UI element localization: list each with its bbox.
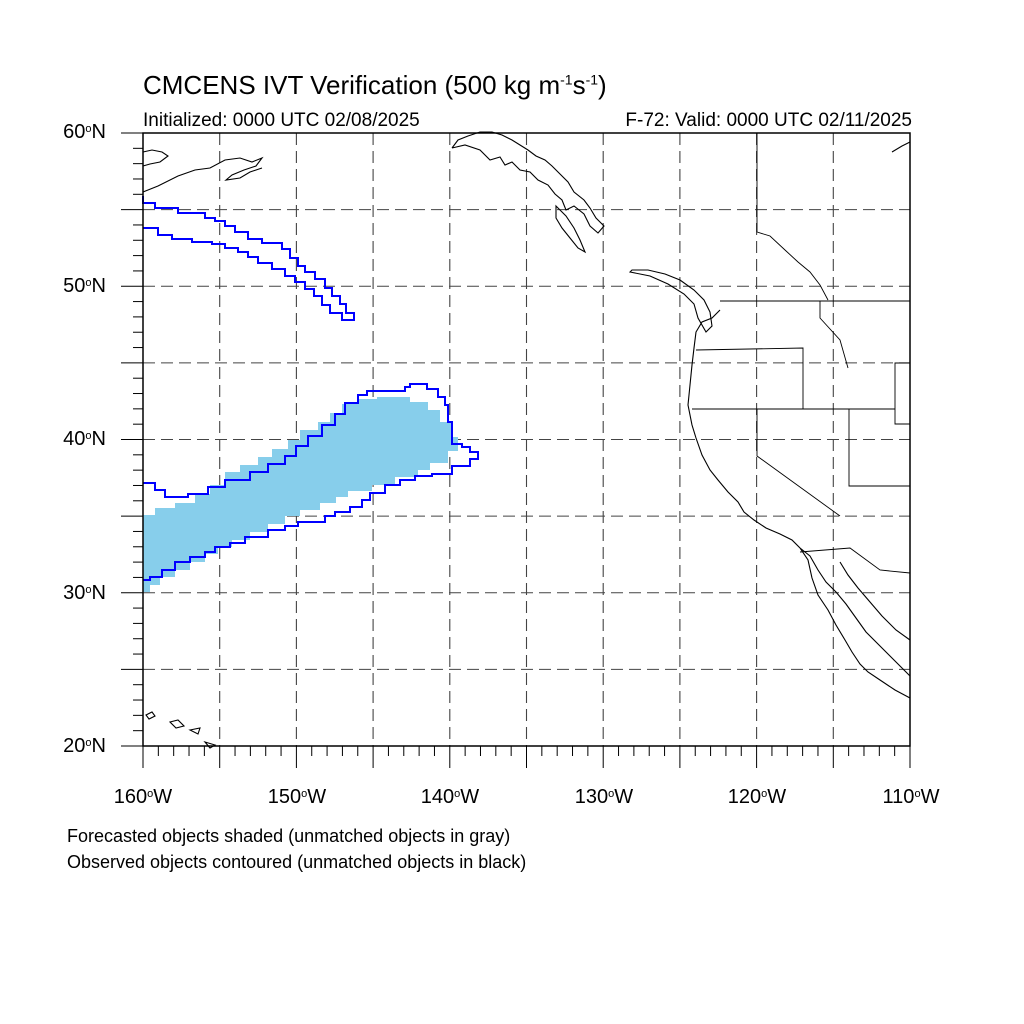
degree-symbol: o xyxy=(85,737,92,749)
legend-note-observed: Observed objects contoured (unmatched ob… xyxy=(67,852,527,872)
y-tick-value: 50 xyxy=(63,275,86,297)
title-text-suffix: ) xyxy=(598,70,607,100)
chart-title: CMCENS IVT Verification (500 kg m-1s-1) xyxy=(143,70,607,101)
legend-note-forecast: Forecasted objects shaded (unmatched obj… xyxy=(67,826,511,846)
political-borders xyxy=(692,133,911,574)
y-tick-label: 20oN xyxy=(36,735,106,758)
coastline-bc-islands xyxy=(555,204,713,333)
x-tick-suffix: W xyxy=(614,786,634,808)
y-tick-value: 20 xyxy=(63,735,86,757)
coastline-gulf-california xyxy=(839,561,911,641)
x-tick-suffix: W xyxy=(767,786,787,808)
title-exponent-1: -1 xyxy=(560,71,573,88)
y-tick-suffix: N xyxy=(91,275,106,297)
degree-symbol: o xyxy=(301,788,308,800)
title-text-mid: s xyxy=(572,70,586,100)
y-tick-label: 50oN xyxy=(36,275,106,298)
y-tick-suffix: N xyxy=(91,735,106,757)
x-tick-suffix: W xyxy=(460,786,480,808)
degree-symbol: o xyxy=(147,788,154,800)
observed-object-contour xyxy=(143,383,479,581)
map-frame xyxy=(142,132,911,747)
title-exponent-2: -1 xyxy=(585,71,599,88)
x-tick-label: 110oW xyxy=(851,786,971,809)
axis-ticks xyxy=(121,132,911,768)
coastline-alaska xyxy=(142,149,264,193)
y-tick-suffix: N xyxy=(91,428,106,450)
x-tick-value: 140 xyxy=(420,786,455,808)
x-tick-label: 160oW xyxy=(83,786,203,809)
y-tick-label: 40oN xyxy=(36,428,106,451)
degree-symbol: o xyxy=(454,788,461,800)
observed-object-contour xyxy=(142,196,355,321)
hawaii-islands xyxy=(145,711,217,749)
x-tick-value: 130 xyxy=(574,786,609,808)
y-tick-label: 30oN xyxy=(36,582,106,605)
x-tick-value: 150 xyxy=(267,786,302,808)
coastlines xyxy=(142,131,911,749)
forecast-object-shaded xyxy=(143,397,458,592)
title-text: CMCENS IVT Verification (500 kg m xyxy=(143,70,561,100)
subtitle-valid-time: F-72: Valid: 0000 UTC 02/11/2025 xyxy=(625,110,912,131)
x-tick-value: 160 xyxy=(113,786,148,808)
coastline-ne-corner xyxy=(891,141,911,153)
x-tick-value: 120 xyxy=(727,786,762,808)
x-tick-suffix: W xyxy=(920,786,940,808)
grid-lines xyxy=(143,133,910,746)
border-alaska-canada xyxy=(756,133,829,301)
subtitle-initialized: Initialized: 0000 UTC 02/08/2025 xyxy=(143,110,420,131)
y-tick-value: 40 xyxy=(63,428,86,450)
x-tick-label: 130oW xyxy=(544,786,664,809)
y-tick-value: 30 xyxy=(63,582,86,604)
y-tick-suffix: N xyxy=(91,121,106,143)
coastline-alaska-panhandle xyxy=(451,131,605,234)
y-tick-suffix: N xyxy=(91,582,106,604)
degree-symbol: o xyxy=(85,430,92,442)
degree-symbol: o xyxy=(914,788,921,800)
degree-symbol: o xyxy=(761,788,768,800)
x-tick-label: 150oW xyxy=(237,786,357,809)
x-tick-label: 120oW xyxy=(697,786,817,809)
x-tick-label: 140oW xyxy=(390,786,510,809)
border-state-lines xyxy=(692,301,911,574)
degree-symbol: o xyxy=(85,584,92,596)
x-tick-value: 110 xyxy=(882,786,915,808)
y-tick-value: 60 xyxy=(63,121,86,143)
degree-symbol: o xyxy=(85,277,92,289)
x-tick-suffix: W xyxy=(153,786,173,808)
y-tick-label: 60oN xyxy=(36,121,106,144)
x-tick-suffix: W xyxy=(307,786,327,808)
degree-symbol: o xyxy=(608,788,615,800)
degree-symbol: o xyxy=(85,123,92,135)
coastline-us-west xyxy=(687,309,911,699)
